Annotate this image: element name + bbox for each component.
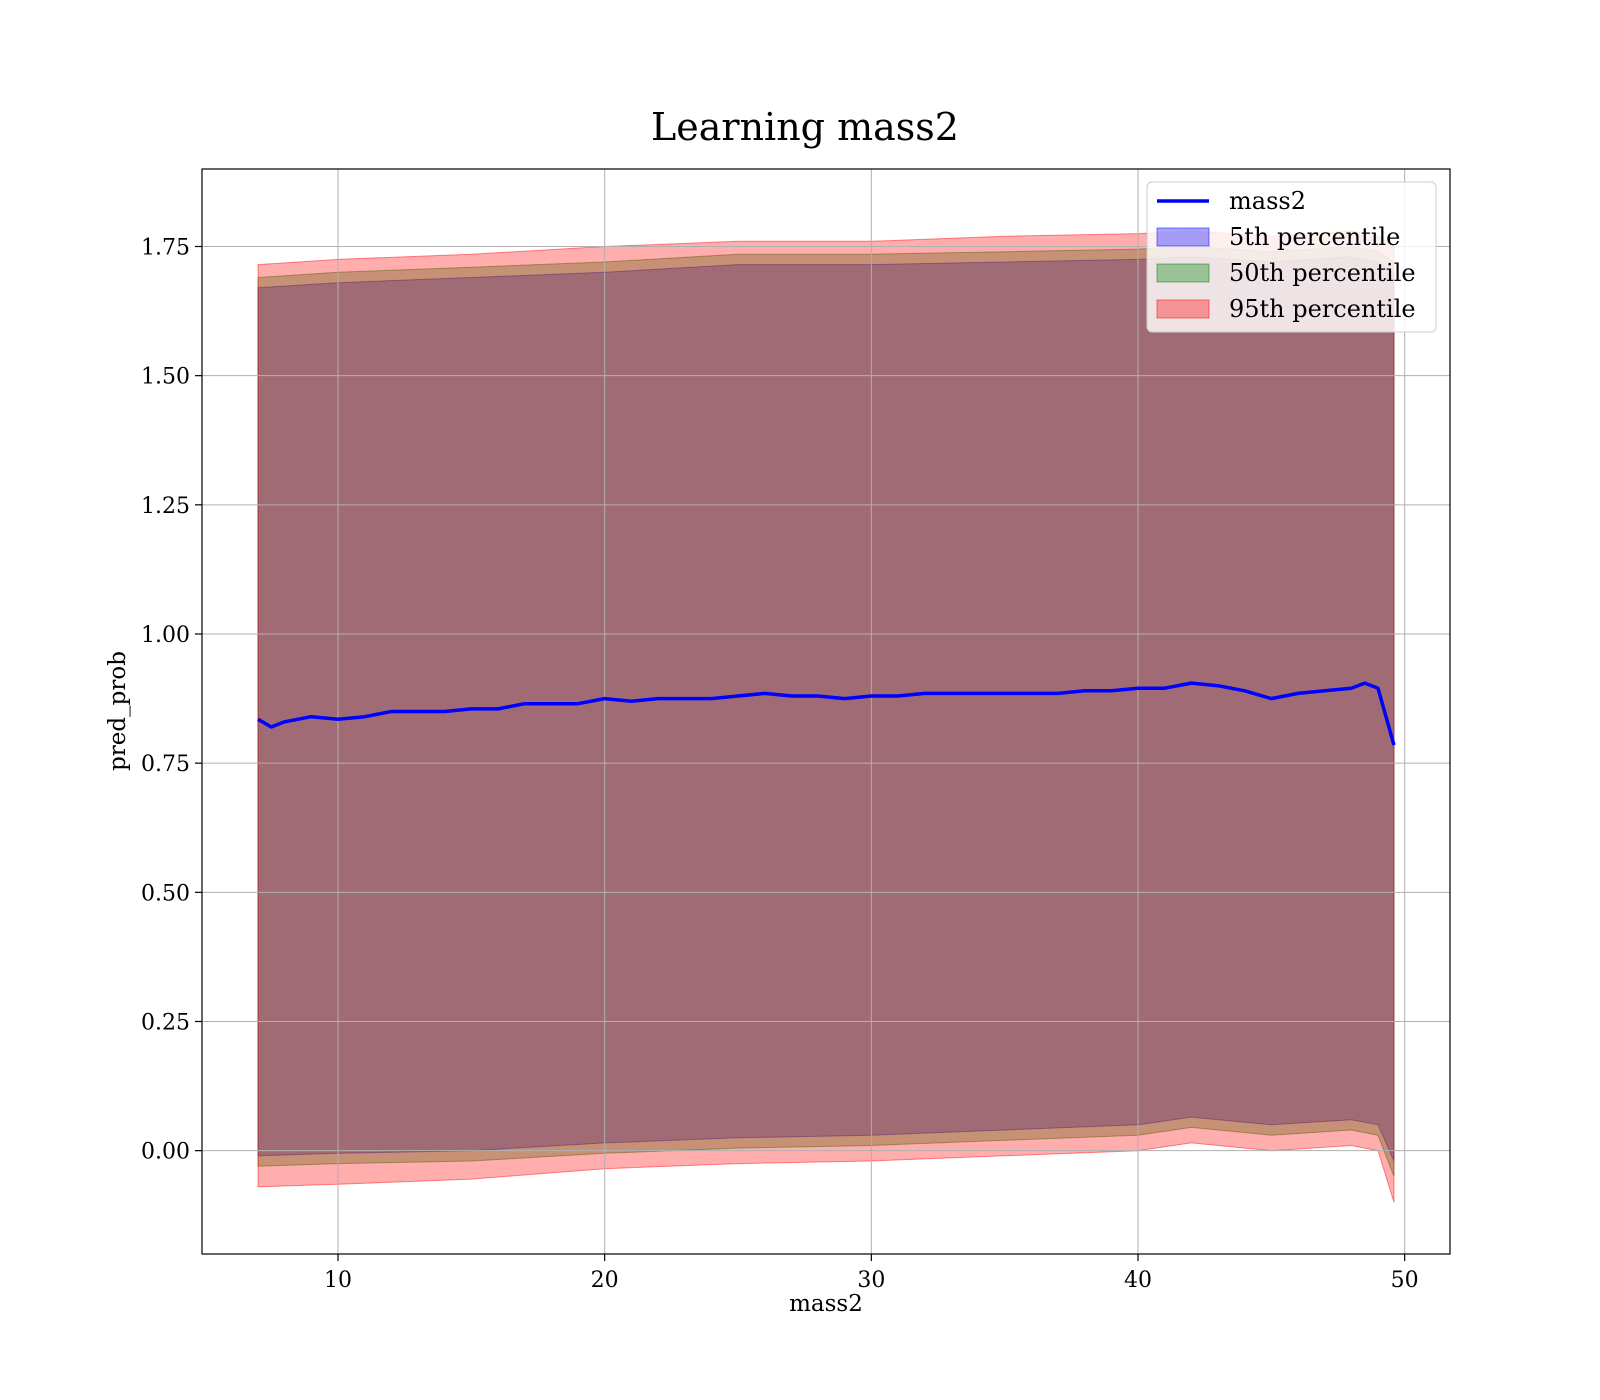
y-axis-ticks: 0.00 0.25 0.50 0.75 1.00 1.25 1.50 1.75 xyxy=(141,236,202,1165)
line-layer xyxy=(257,681,1396,746)
y-tick-label: 0.25 xyxy=(141,1011,190,1036)
band-95th-percentile xyxy=(257,230,1395,1203)
gridlines xyxy=(202,169,1450,1254)
y-tick-label: 1.50 xyxy=(141,365,190,390)
legend-label: 50th percentile xyxy=(1229,259,1416,287)
legend: mass2 5th percentile 50th percentile 95th p… xyxy=(1146,181,1437,333)
y-axis-label: pred_prob xyxy=(105,651,131,771)
y-tick-label: 1.00 xyxy=(141,623,190,648)
band-5th-percentile xyxy=(257,256,1395,1162)
legend-box xyxy=(1146,181,1437,333)
x-tick-label: 20 xyxy=(591,1268,619,1293)
legend-label: 95th percentile xyxy=(1229,295,1416,323)
x-axis-ticks: 10 20 30 40 50 xyxy=(324,1254,1419,1293)
legend-label: mass2 xyxy=(1229,187,1306,215)
y-tick-label: 0.50 xyxy=(141,881,190,906)
x-tick-label: 10 xyxy=(324,1268,352,1293)
legend-swatch-patch xyxy=(1156,299,1210,319)
x-tick-label: 50 xyxy=(1391,1268,1419,1293)
x-tick-label: 30 xyxy=(857,1268,885,1293)
plot-area xyxy=(257,230,1395,1203)
x-axis-label: mass2 xyxy=(789,1291,863,1317)
y-tick-label: 1.75 xyxy=(141,236,190,261)
series-line-mass2 xyxy=(257,681,1396,746)
chart-title: Learning mass2 xyxy=(651,105,959,149)
y-tick-label: 0.75 xyxy=(141,752,190,777)
x-tick-label: 40 xyxy=(1124,1268,1152,1293)
band-50th-percentile xyxy=(257,245,1395,1177)
legend-swatch-patch xyxy=(1156,263,1210,283)
plot-frame xyxy=(201,168,1451,1255)
y-tick-label: 0.00 xyxy=(141,1140,190,1165)
legend-label: 5th percentile xyxy=(1229,223,1400,251)
y-tick-label: 1.25 xyxy=(141,494,190,519)
legend-swatch-patch xyxy=(1156,227,1210,247)
